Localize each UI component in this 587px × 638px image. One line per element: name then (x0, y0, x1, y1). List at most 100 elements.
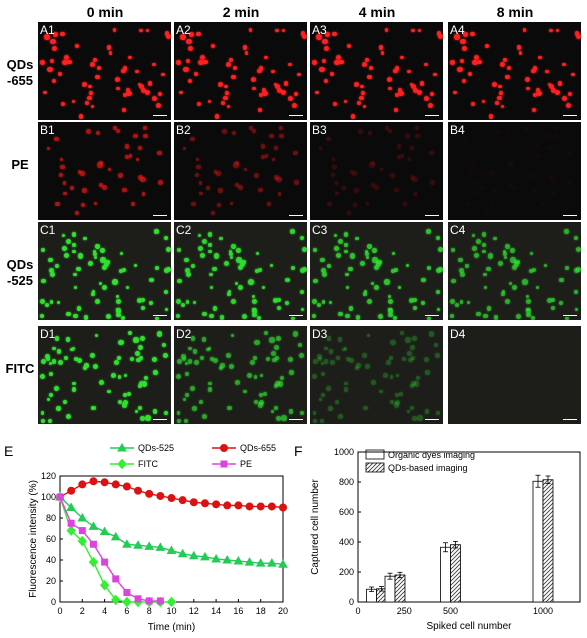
data-point (88, 556, 99, 568)
cell-spot (48, 362, 53, 366)
cell-spot (550, 297, 555, 302)
cell-spot (107, 260, 111, 264)
cell-spot (183, 418, 188, 423)
cell-spot (541, 202, 545, 207)
cell-spot (470, 164, 475, 170)
cell-spot (358, 128, 364, 134)
cell-spot (125, 154, 130, 159)
cell-spot (300, 290, 305, 295)
cell-spot (152, 62, 156, 67)
cell-spot (371, 183, 375, 187)
cell-spot (62, 234, 66, 238)
y-tick-label: 800 (339, 477, 354, 487)
cell-spot (86, 95, 92, 101)
cell-spot (328, 406, 333, 411)
cell-spot (56, 349, 62, 354)
cell-spot (389, 356, 394, 360)
scale-bar (289, 419, 303, 420)
cell-spot (543, 133, 548, 139)
cell-spot (236, 248, 241, 254)
cell-spot (477, 59, 482, 65)
cell-spot (299, 353, 305, 359)
cell-spot (259, 399, 265, 406)
cell-spot (379, 260, 383, 264)
cell-spot (177, 248, 182, 253)
cell-spot (145, 89, 151, 95)
cell-spot (191, 201, 196, 207)
cell-spot (501, 104, 505, 108)
cell-spot (122, 188, 127, 193)
cell-spot (413, 305, 418, 310)
cell-spot (158, 180, 164, 186)
data-point (278, 559, 288, 568)
cell-spot (564, 229, 569, 234)
cell-spot (70, 347, 74, 352)
cell-spot (311, 374, 317, 380)
data-point (211, 553, 221, 563)
cell-spot (377, 313, 383, 319)
cell-spot (296, 72, 301, 77)
cell-spot (214, 114, 219, 119)
cell-spot (81, 202, 86, 207)
cell-spot (409, 344, 415, 350)
cell-spot (256, 315, 262, 320)
data-point (117, 458, 127, 470)
cell-spot (388, 312, 394, 318)
cell-spot (511, 265, 517, 271)
cell-spot (386, 76, 392, 82)
data-point (220, 460, 228, 468)
cell-spot (219, 315, 225, 320)
cell-spot (535, 87, 541, 92)
data-point (177, 548, 188, 558)
cell-spot (350, 114, 355, 119)
cell-spot (425, 370, 430, 375)
cell-spot (235, 183, 239, 187)
cell-spot (474, 253, 479, 258)
cell-spot (76, 266, 81, 271)
cell-spot (242, 44, 248, 50)
scale-bar (563, 315, 577, 316)
cell-spot (213, 358, 219, 364)
legend: Organic dyes imaging QDs-based imaging (365, 449, 475, 473)
cell-spot (202, 238, 208, 245)
cell-spot (117, 356, 122, 360)
bar (384, 575, 396, 603)
cell-spot (209, 314, 214, 319)
cell-spot (40, 278, 46, 284)
cell-spot (432, 72, 437, 77)
cell-spot (223, 260, 230, 267)
cell-spot (47, 418, 52, 423)
cell-spot (187, 78, 192, 83)
cell-spot (241, 313, 247, 319)
legend-label: FITC (138, 459, 158, 469)
cell-spot (198, 234, 202, 238)
cell-spot (491, 202, 496, 207)
cell-spot (344, 346, 348, 350)
cell-spot (354, 188, 359, 193)
panel-tag: A1 (40, 23, 55, 37)
cell-spot (120, 315, 126, 320)
cell-spot (148, 81, 153, 86)
cell-spot (522, 125, 527, 131)
x-tick-label: 20 (278, 606, 288, 616)
cell-spot (321, 58, 327, 64)
cell-spot (143, 133, 148, 138)
cell-spot (315, 91, 319, 95)
cell-spot (526, 308, 530, 312)
panel-tag: B2 (176, 123, 191, 137)
data-point (256, 502, 265, 511)
cell-spot (408, 357, 414, 363)
cell-spot (46, 398, 50, 402)
cell-spot (251, 299, 257, 305)
cell-spot (492, 188, 497, 193)
cell-spot (253, 399, 259, 405)
cell-spot (60, 31, 65, 37)
cell-spot (205, 185, 211, 190)
cell-spot (165, 246, 171, 253)
cell-spot (186, 39, 192, 45)
cell-spot (84, 363, 89, 368)
cell-spot (46, 147, 50, 151)
scale-bar (425, 315, 439, 316)
cell-spot (548, 28, 553, 33)
